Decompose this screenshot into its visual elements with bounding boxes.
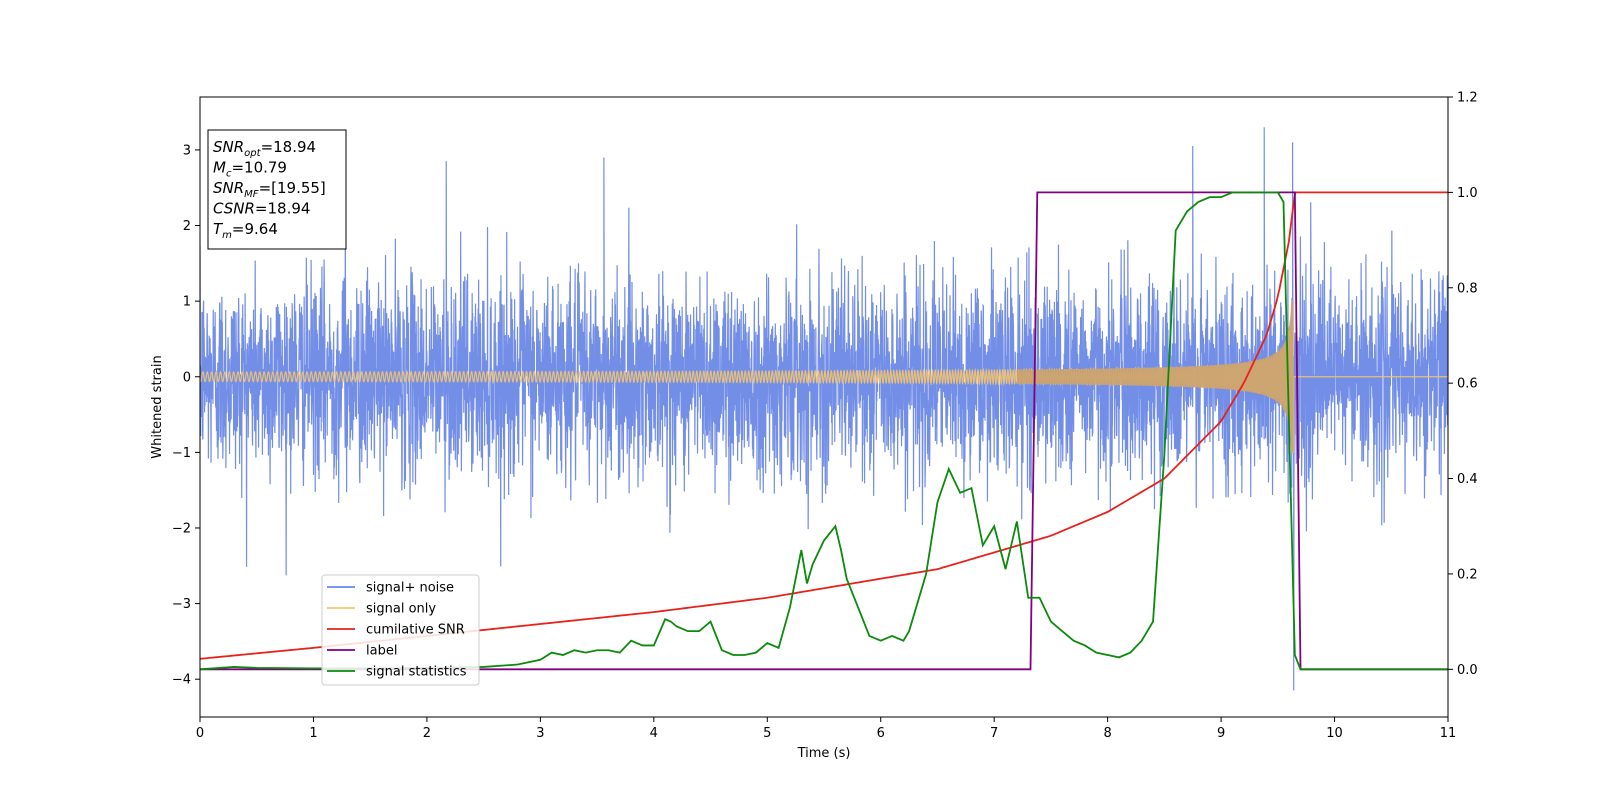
y2-tick-label: 0.8 [1457,281,1478,296]
x-tick-label: 0 [196,726,204,741]
annotation-line: Mc=10.79 [213,159,287,180]
x-axis: 0 1 2 3 4 5 6 7 8 9 10 11 [196,717,1456,741]
y-tick-label: 2 [183,219,191,234]
series-line-signal-statistics [200,191,1448,671]
y-axis-label: Whitened strain [150,355,165,458]
y-tick-label: −3 [172,597,191,612]
legend: signal+ noise signal only cumilative SNR la… [321,574,480,686]
x-tick-label: 1 [309,726,317,741]
x-axis-label: Time (s) [797,746,851,761]
signal-only-envelope [1016,301,1294,453]
x-tick-label: 8 [1103,726,1111,741]
x-tick-label: 9 [1217,726,1225,741]
annotation-line: Tm=9.64 [213,220,278,241]
legend-label: signal statistics [366,665,467,680]
legend-label: label [366,644,397,659]
annotation-line: SNRMF=[19.55] [213,179,326,200]
y2-tick-label: 1.0 [1457,186,1478,201]
y-axis-right: 1.2 1.0 0.8 0.6 0.4 0.2 0.0 [1448,91,1478,678]
y-axis-left: 3 2 1 0 −1 −2 −3 −4 [172,143,200,688]
x-tick-label: 6 [877,726,885,741]
y-tick-label: 1 [183,295,191,310]
plot-frame [199,96,1449,718]
annotation-line: CSNR=18.94 [213,200,310,218]
y-tick-label: −2 [172,521,191,536]
y-tick-label: −4 [172,673,191,688]
y2-tick-label: 0.6 [1457,377,1478,392]
y-tick-label: 0 [183,370,191,385]
y2-tick-label: 0.4 [1457,472,1478,487]
x-tick-label: 3 [536,726,544,741]
y2-tick-label: 0.2 [1457,567,1478,582]
x-tick-label: 11 [1440,726,1457,741]
x-tick-label: 7 [990,726,998,741]
legend-label: signal+ noise [366,581,454,596]
y2-tick-label: 1.2 [1457,91,1478,106]
legend-label: signal only [366,602,436,617]
annotation-line: SNRopt=18.94 [213,138,316,159]
stats-annotation-box: SNRopt=18.94Mc=10.79SNRMF=[19.55]CSNR=18… [207,129,347,250]
legend-label: cumilative SNR [366,623,465,638]
x-tick-label: 5 [763,726,771,741]
y-tick-label: 3 [183,143,191,158]
y-tick-label: −1 [172,446,191,461]
x-tick-label: 4 [650,726,658,741]
x-tick-label: 10 [1326,726,1343,741]
annotation-frame [207,129,347,250]
legend-frame [321,574,480,686]
x-tick-label: 2 [423,726,431,741]
y2-tick-label: 0.0 [1457,663,1478,678]
